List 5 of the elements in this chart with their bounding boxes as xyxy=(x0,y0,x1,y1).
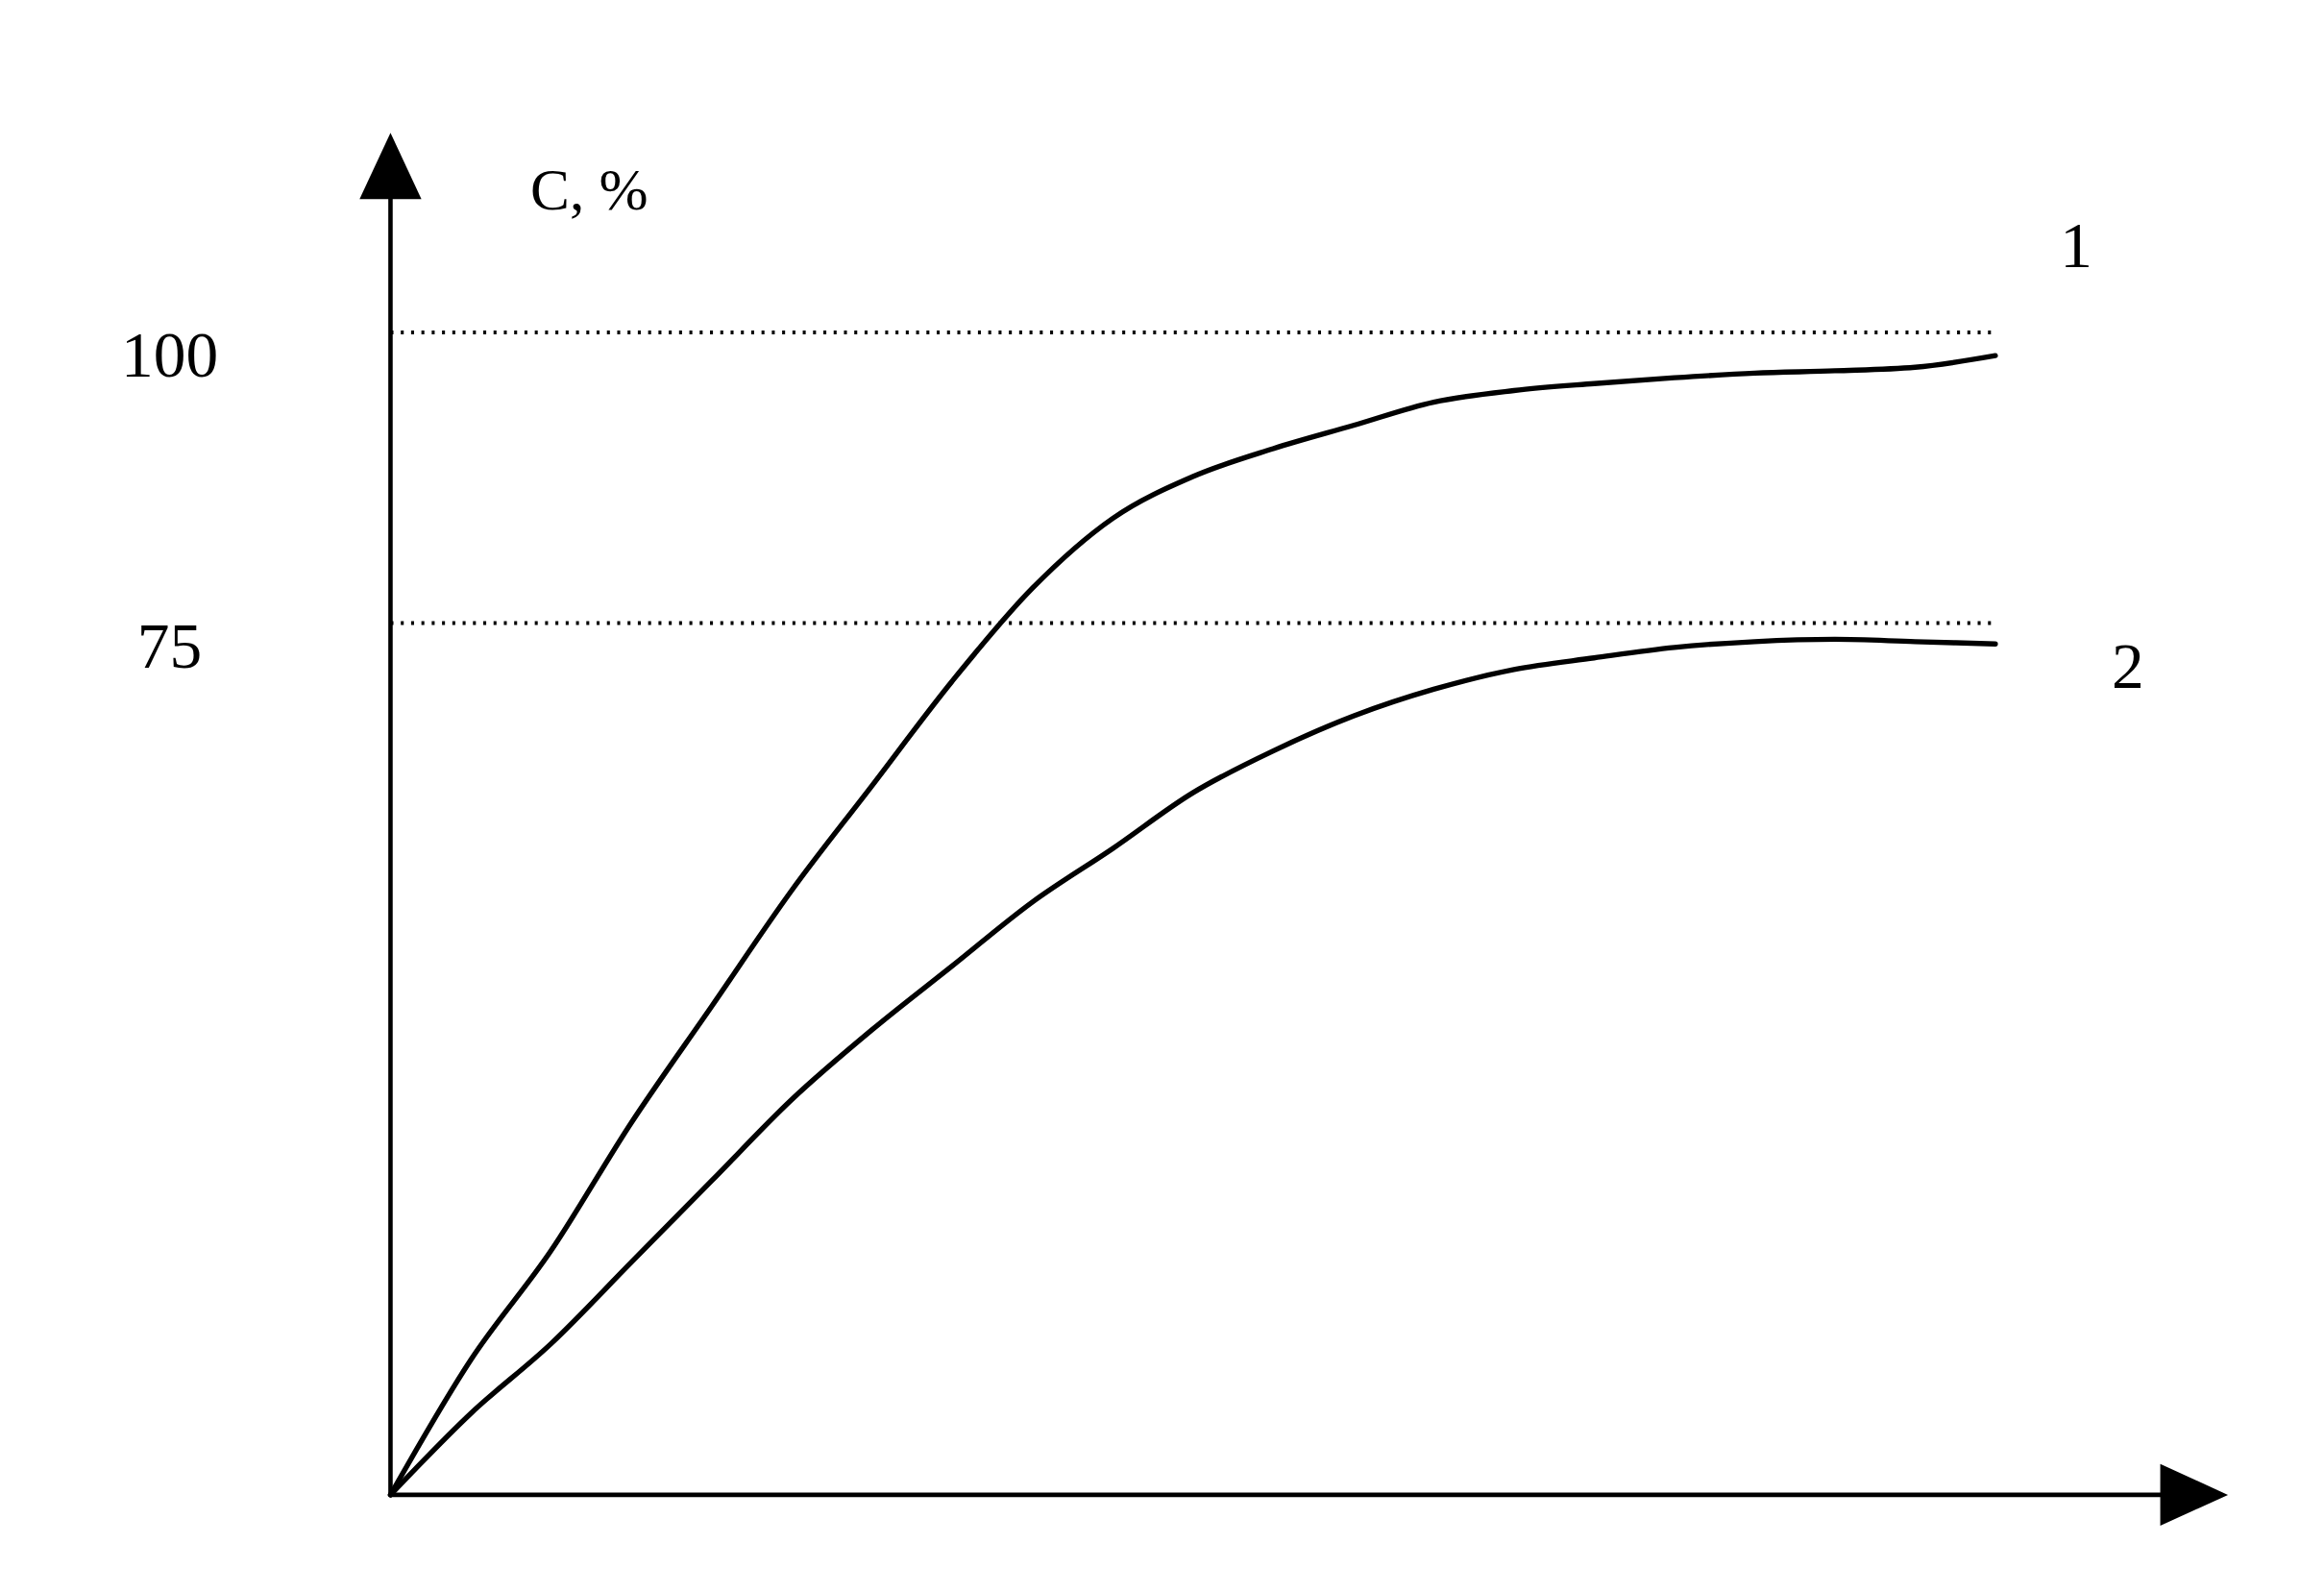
series-label: 1 xyxy=(2060,209,2093,282)
series-label: 2 xyxy=(2111,630,2144,703)
y-tick-label: 75 xyxy=(136,609,203,682)
y-axis-title: C, % xyxy=(530,157,648,223)
y-tick-label: 100 xyxy=(121,319,219,392)
